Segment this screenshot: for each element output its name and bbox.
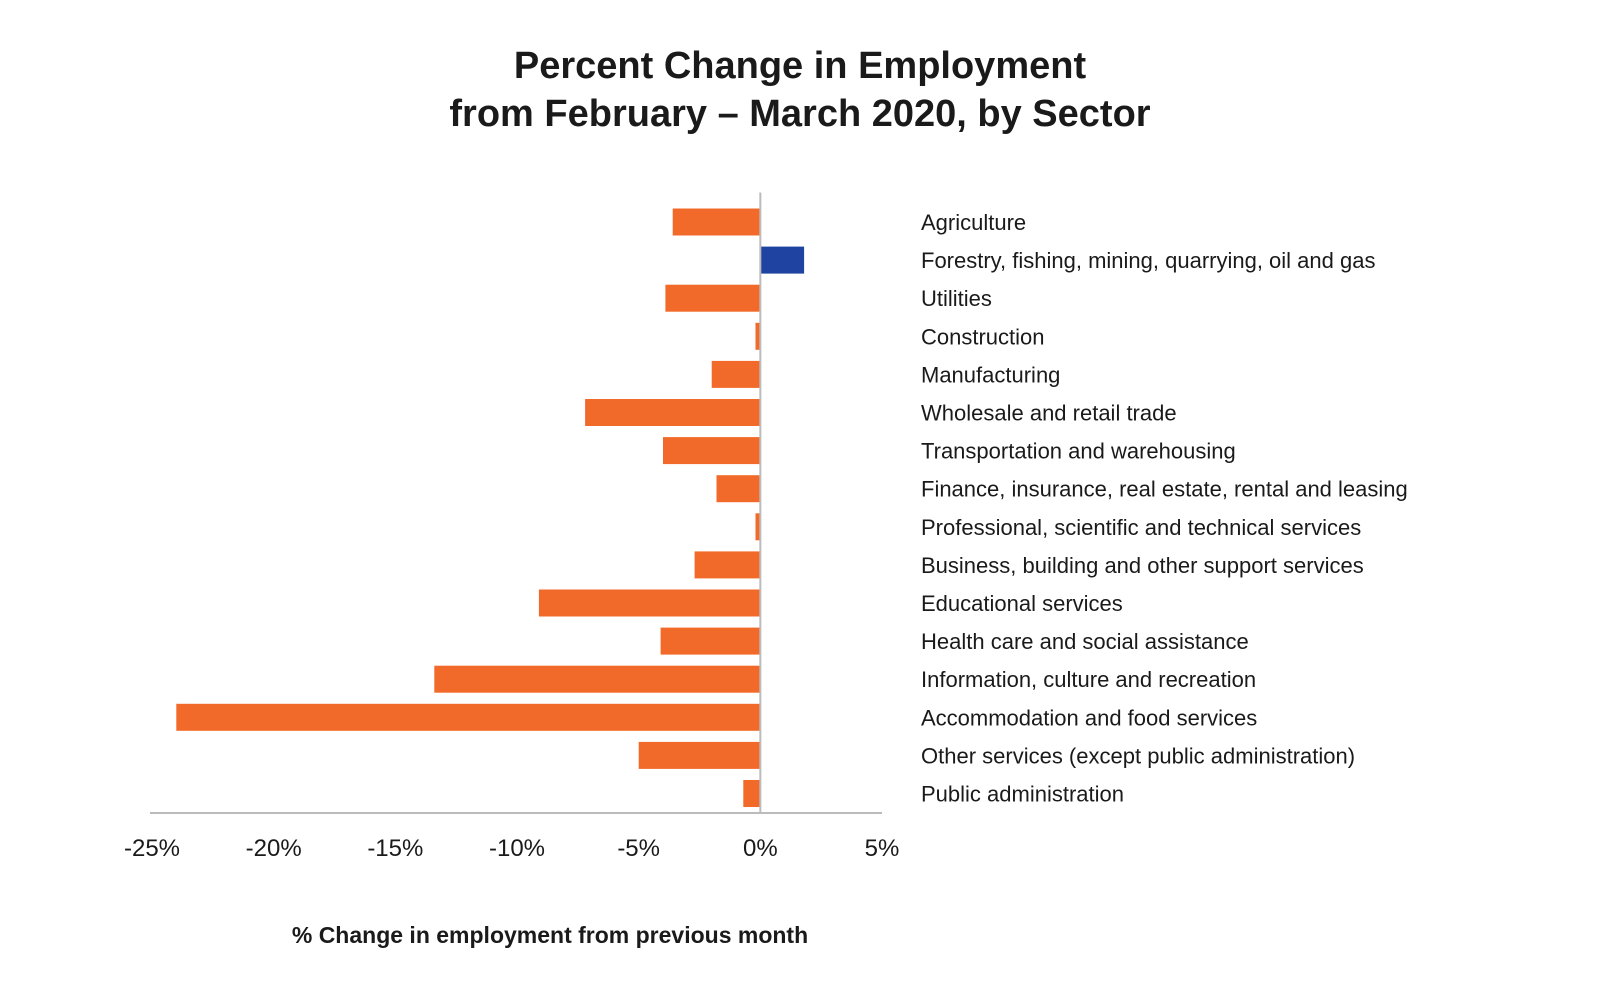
x-tick-label: -15%: [367, 835, 423, 862]
category-label: Public administration: [921, 782, 1124, 807]
x-tick-label: -5%: [617, 835, 660, 862]
bar: [638, 741, 761, 769]
x-tick-label: 5%: [865, 835, 900, 862]
category-label: Manufacturing: [921, 362, 1060, 387]
x-tick-label: -20%: [246, 835, 302, 862]
category-label: Other services (except public administra…: [921, 743, 1355, 768]
bar: [694, 551, 761, 579]
chart-title-line-1: Percent Change in Employment: [513, 45, 1087, 87]
category-label: Finance, insurance, real estate, rental …: [921, 477, 1408, 502]
bar: [755, 322, 761, 350]
category-label: Professional, scientific and technical s…: [921, 515, 1361, 540]
category-label: Accommodation and food services: [921, 705, 1257, 730]
bar: [538, 589, 761, 617]
category-label: Construction: [921, 324, 1045, 349]
category-label: Agriculture: [921, 210, 1026, 235]
category-label: Forestry, fishing, mining, quarrying, oi…: [921, 248, 1375, 273]
bar: [716, 475, 761, 503]
x-axis-label: % Change in employment from previous mon…: [291, 922, 809, 948]
category-label: Educational services: [921, 591, 1123, 616]
bar: [665, 284, 761, 312]
bar: [760, 246, 805, 274]
category-label: Transportation and warehousing: [921, 439, 1236, 464]
bar: [672, 208, 761, 236]
category-label: Business, building and other support ser…: [921, 553, 1364, 578]
chart-title: Percent Change in Employment from Februa…: [0, 42, 1600, 138]
bar: [434, 665, 761, 693]
bar: [663, 437, 761, 465]
x-tick-label: 0%: [743, 835, 778, 862]
bar: [755, 513, 761, 541]
bar: [176, 703, 761, 731]
x-tick-label: -10%: [489, 835, 545, 862]
x-tick-label: -25%: [124, 835, 180, 862]
bar: [660, 627, 761, 655]
bar: [585, 399, 761, 426]
bar: [711, 360, 761, 388]
chart-subtitle: from February – March 2020, by Sector: [449, 93, 1151, 135]
category-label: Utilities: [921, 286, 992, 311]
category-label: Information, culture and recreation: [921, 667, 1256, 692]
bar: [743, 780, 761, 807]
category-label: Health care and social assistance: [921, 629, 1249, 654]
category-label: Wholesale and retail trade: [921, 401, 1177, 426]
